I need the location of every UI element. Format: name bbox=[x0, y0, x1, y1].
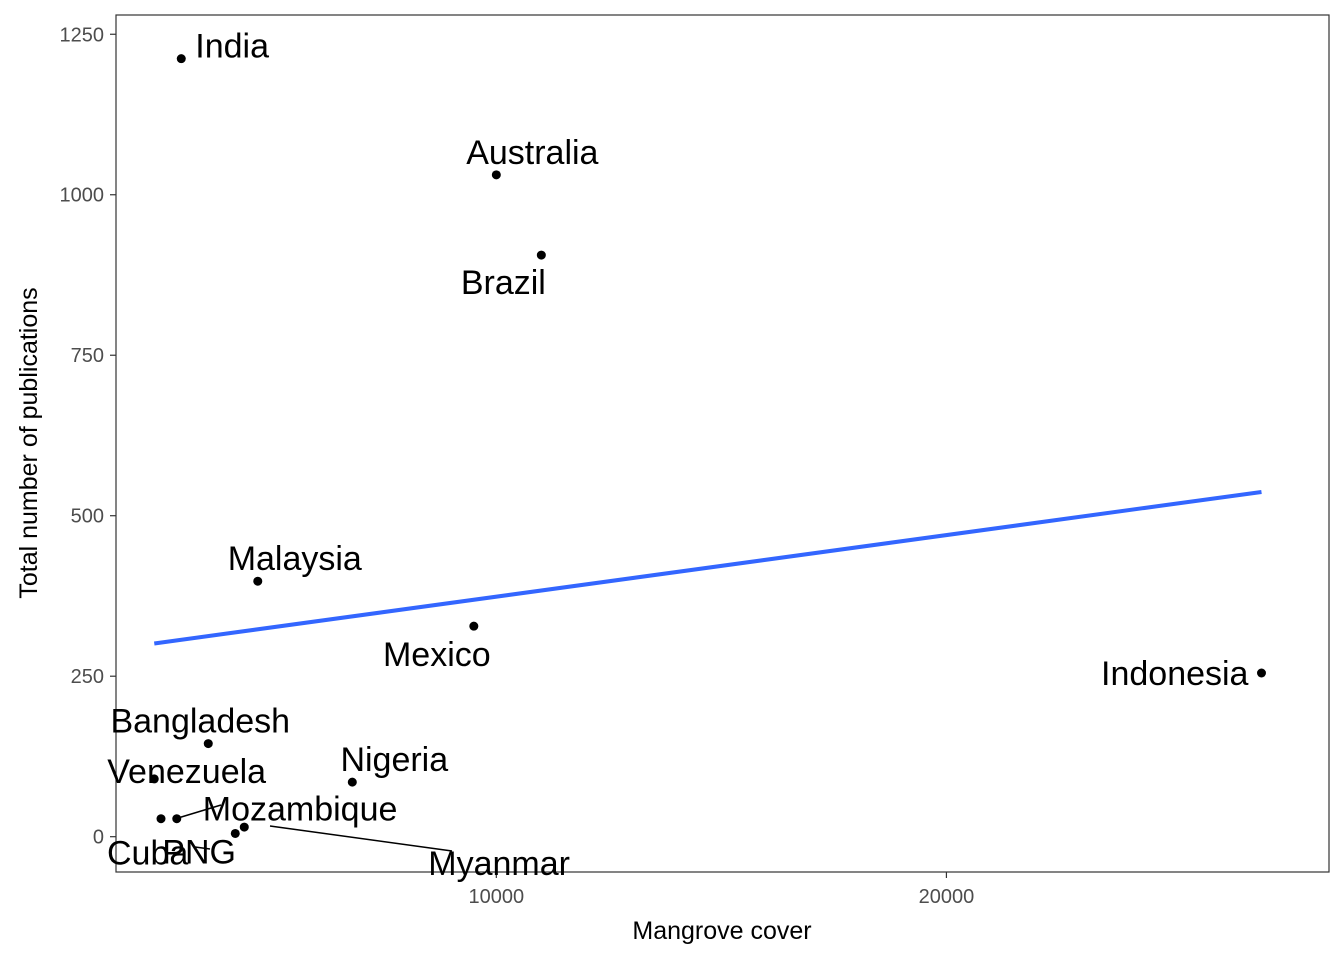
label-brazil: Brazil bbox=[461, 264, 546, 302]
point-brazil bbox=[536, 250, 546, 260]
y-axis-title: Total number of publications bbox=[15, 287, 43, 598]
data-points bbox=[149, 54, 1266, 838]
label-png: PNG bbox=[162, 833, 236, 871]
point-nigeria bbox=[347, 777, 357, 787]
leader-mozambique bbox=[177, 804, 222, 819]
y-axis: 0 250 500 750 1000 1250 bbox=[60, 24, 116, 849]
y-tick-label: 1250 bbox=[60, 24, 105, 46]
point-myanmar bbox=[239, 822, 249, 832]
linear-fit-line bbox=[153, 489, 1262, 646]
x-axis-title: Mangrove cover bbox=[632, 917, 811, 945]
label-leader-lines bbox=[177, 804, 453, 852]
point-bangladesh bbox=[203, 739, 213, 749]
label-nigeria: Nigeria bbox=[340, 741, 448, 779]
label-bangladesh: Bangladesh bbox=[110, 703, 290, 741]
plot-panel bbox=[115, 14, 1330, 873]
x-tick-label: 20000 bbox=[919, 886, 975, 908]
label-cuba: Cuba bbox=[107, 835, 188, 873]
label-india: India bbox=[195, 28, 269, 66]
leader-myanmar bbox=[269, 825, 453, 852]
point-mexico bbox=[469, 621, 479, 631]
y-tick-label: 1000 bbox=[60, 185, 105, 207]
label-mexico: Mexico bbox=[383, 636, 491, 674]
label-malaysia: Malaysia bbox=[228, 540, 362, 578]
point-labels: India Australia Brazil Malaysia Mexico Indone… bbox=[107, 28, 1249, 883]
label-venezuela: Venezuela bbox=[107, 753, 266, 791]
label-indonesia: Indonesia bbox=[1101, 655, 1249, 693]
label-mozambique: Mozambique bbox=[203, 791, 398, 829]
point-png bbox=[230, 828, 240, 838]
point-indonesia bbox=[1256, 668, 1266, 678]
point-cuba bbox=[156, 814, 166, 824]
leader-png bbox=[194, 846, 211, 850]
y-tick-label: 750 bbox=[71, 345, 104, 367]
label-australia: Australia bbox=[466, 134, 598, 172]
y-tick-label: 500 bbox=[71, 506, 104, 528]
y-tick-label: 0 bbox=[93, 827, 104, 849]
label-myanmar: Myanmar bbox=[428, 845, 570, 883]
point-australia bbox=[491, 170, 501, 180]
point-mozambique bbox=[172, 814, 182, 824]
point-malaysia bbox=[253, 576, 263, 586]
y-tick-label: 250 bbox=[71, 666, 104, 688]
point-venezuela bbox=[149, 774, 159, 784]
point-india bbox=[176, 54, 186, 64]
trend-line-layer bbox=[153, 489, 1262, 646]
x-axis: 10000 20000 bbox=[469, 872, 975, 908]
x-tick-label: 10000 bbox=[469, 886, 525, 908]
